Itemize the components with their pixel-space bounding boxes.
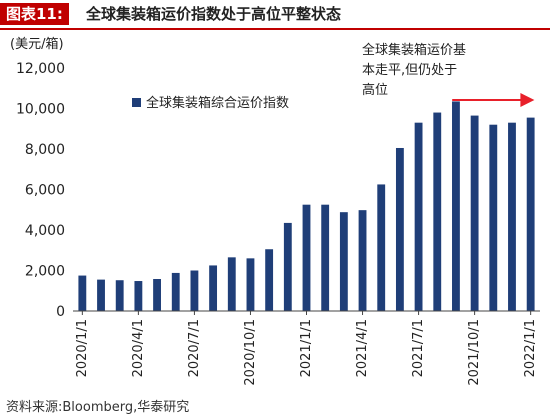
bar: [115, 280, 124, 311]
trend-arrow-head: [520, 93, 535, 107]
y-tick-label: 12,000: [16, 61, 65, 77]
y-axis-unit-label: (美元/箱): [10, 36, 64, 52]
legend-label: 全球集装箱综合运价指数: [146, 95, 289, 111]
bar: [526, 117, 535, 311]
bar: [508, 122, 516, 311]
x-tick-label: 2020/4/1: [131, 319, 146, 377]
bar: [78, 275, 87, 311]
trend-arrow: [452, 93, 535, 107]
y-tick-label: 4,000: [25, 223, 65, 239]
bar: [358, 210, 367, 311]
bar: [302, 204, 311, 311]
x-tick-label: 2020/7/1: [187, 319, 202, 377]
bar: [377, 184, 386, 311]
bars-series: [78, 101, 535, 312]
bar: [321, 204, 330, 311]
x-tick-label: 2022/1/1: [523, 319, 538, 377]
annotation-line-1: 全球集装箱运价基: [362, 42, 466, 58]
figure-title: 全球集装箱运价指数处于高位平整状态: [86, 5, 342, 23]
bar: [171, 272, 180, 311]
x-tick-label: 2021/1/1: [299, 319, 314, 377]
legend-swatch: [132, 98, 141, 107]
bar: [134, 281, 143, 311]
bar: [190, 270, 199, 311]
x-axis-ticks: 2020/1/1 2020/4/1 2020/7/1 2020/10/1 2021/1/…: [75, 311, 538, 386]
bar: [433, 112, 442, 311]
bar: [339, 212, 348, 311]
x-tick-label: 2020/10/1: [243, 319, 258, 386]
x-tick-label: 2021/10/1: [467, 319, 482, 386]
bar: [246, 258, 255, 311]
figure-label: 图表11:: [0, 3, 69, 25]
y-axis-ticks: 0 2,000 4,000 6,000 8,000 10,000 12,000: [16, 61, 65, 320]
bar: [153, 279, 161, 311]
bar: [470, 115, 479, 312]
bar-chart: (美元/箱) 0 2,000 4,000 6,000 8,000 10,000 12,000…: [10, 36, 540, 386]
bar: [227, 257, 236, 311]
y-tick-label: 2,000: [25, 264, 65, 280]
bar: [452, 101, 460, 311]
bar: [283, 222, 292, 311]
y-tick-label: 0: [56, 304, 65, 320]
bar: [489, 124, 498, 311]
annotation-line-2: 本走平,但仍处于: [362, 63, 457, 78]
figure-header: 图表11: 全球集装箱运价指数处于高位平整状态: [0, 0, 550, 30]
bar: [97, 279, 105, 311]
annotation-line-3: 高位: [362, 82, 388, 98]
x-tick-label: 2021/4/1: [355, 319, 370, 377]
y-tick-label: 6,000: [25, 183, 65, 199]
bar: [414, 122, 423, 311]
y-tick-label: 8,000: [25, 142, 65, 158]
source-note: 资料来源:Bloomberg,华泰研究: [6, 400, 190, 415]
bar: [265, 249, 274, 311]
bar: [395, 147, 404, 311]
y-tick-label: 10,000: [16, 102, 65, 118]
x-tick-label: 2020/1/1: [75, 319, 90, 377]
x-tick-label: 2021/7/1: [411, 319, 426, 377]
bar: [209, 265, 218, 311]
